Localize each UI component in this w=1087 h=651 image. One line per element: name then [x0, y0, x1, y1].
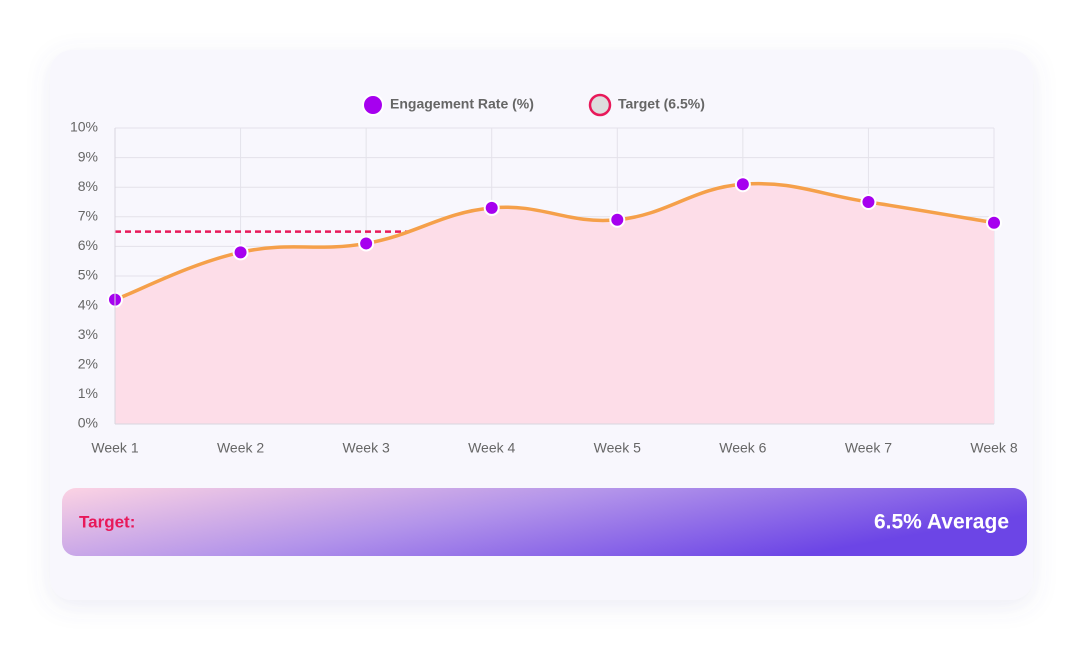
y-tick-label: 7% [78, 208, 98, 224]
y-tick-label: 5% [78, 267, 98, 283]
line [114, 181, 995, 302]
point [358, 235, 375, 252]
x-tick-label: Week 3 [343, 440, 390, 456]
point [734, 176, 751, 193]
y-tick-label: 10% [70, 119, 98, 135]
banner-label: Target: [79, 512, 135, 531]
y-tick-label: 1% [78, 385, 98, 401]
x-tick-label: Week 7 [845, 440, 892, 456]
legend-label: Target (6.5%) [618, 96, 705, 112]
legend-swatch [362, 94, 384, 116]
y-tick-label: 6% [78, 237, 98, 253]
y-tick-label: 3% [78, 326, 98, 342]
legend-label: Engagement Rate (%) [390, 96, 534, 112]
point [483, 199, 500, 216]
x-tick-label: Week 2 [217, 440, 264, 456]
point [232, 244, 249, 261]
y-tick-label: 0% [78, 415, 98, 431]
point [986, 214, 1002, 231]
x-tick-label: Week 8 [970, 440, 1017, 456]
x-tick-label: Week 5 [594, 440, 641, 456]
x-tick-label: Week 6 [719, 440, 766, 456]
y-tick-label: 2% [78, 356, 98, 372]
point [609, 211, 626, 228]
x-tick-label: Week 1 [91, 440, 138, 456]
y-tick-label: 4% [78, 296, 98, 312]
y-tick-label: 9% [78, 148, 98, 164]
y-tick-label: 8% [78, 178, 98, 194]
legend-swatch [588, 93, 612, 117]
point [860, 194, 877, 210]
area [115, 183, 994, 424]
x-tick-label: Week 4 [468, 440, 515, 456]
banner-text: 6.5% Average [874, 511, 1009, 534]
banner [62, 488, 1027, 556]
